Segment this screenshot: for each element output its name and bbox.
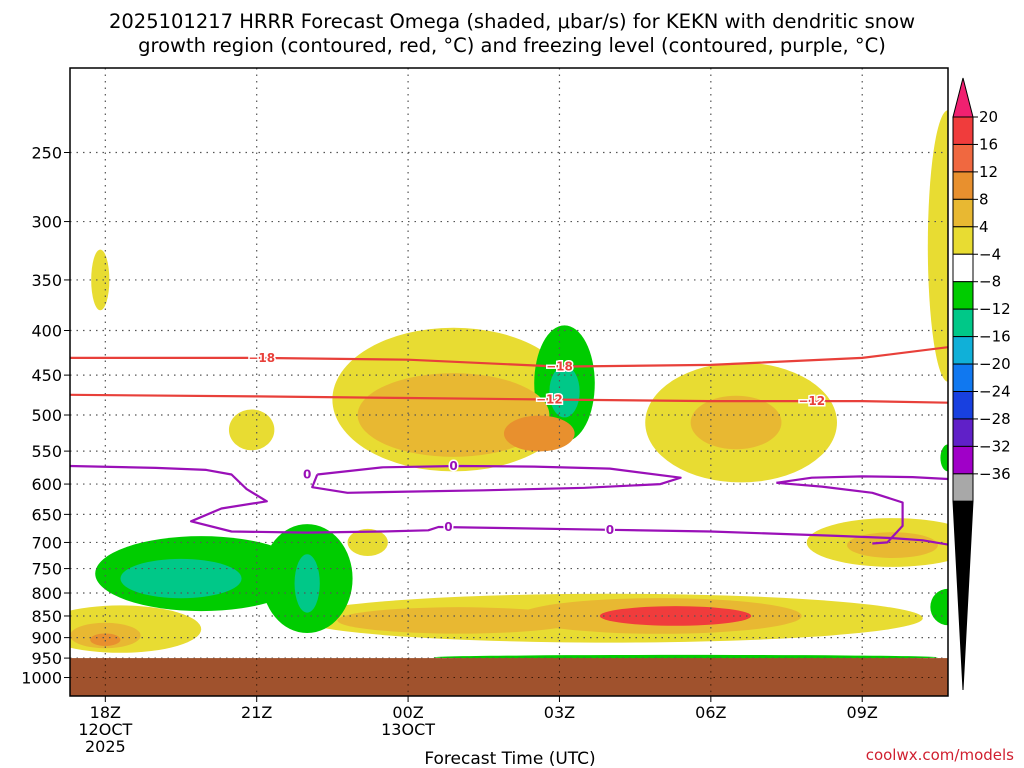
colorbar-segment [952,473,974,502]
contour-label: 0 [303,467,311,481]
chart-title-line2: growth region (contoured, red, °C) and f… [138,34,886,57]
contour-label: −12 [536,392,563,406]
contour-label: −12 [798,394,825,408]
omega-region-pos4 [927,110,948,382]
y-tick-label: 350 [31,271,62,290]
omega-region-pos8 [357,373,550,457]
colorbar-label: 4 [979,218,989,236]
colorbar-segment [952,418,974,447]
x-tick-label: 18Z [90,703,121,722]
colorbar: 20 16 12 8 4 −4 −8 −12 −16 −20 −24 −28 −32 −36 [952,77,1011,691]
omega-region-pos12 [90,633,121,646]
colorbar-label: 20 [979,108,998,126]
y-tick-label: 950 [31,649,62,668]
colorbar-label: −32 [979,437,1011,455]
colorbar-segment [952,391,974,420]
colorbar-segment [952,281,974,310]
y-tick-label: 900 [31,629,62,648]
plot-frame [69,67,949,697]
contour-dgz-lower [70,393,948,404]
y-tick-label: 300 [31,213,62,232]
ground-layer [70,658,948,696]
contour-label: 0 [449,459,457,473]
x-tick-label: 00Z [392,703,423,722]
colorbar-max-arrow [952,77,974,118]
colorbar-label: −24 [979,383,1011,401]
omega-region-neg8 [549,365,580,418]
y-tick-label: 400 [31,322,62,341]
colorbar-segment [952,198,974,228]
y-tick-label: 250 [31,144,62,163]
colorbar-segment [952,226,974,255]
omega-region-pos4 [347,528,388,556]
omega-region-neg8 [294,554,320,613]
colorbar-segment [952,171,974,200]
colorbar-label: 16 [979,135,998,153]
colorbar-segment [952,336,974,365]
y-tick-label: 1000 [21,669,62,688]
colorbar-label: −12 [979,300,1011,318]
colorbar-min-arrow [952,500,974,691]
colorbar-segment [952,116,974,145]
colorbar-segment [952,143,974,173]
contour-freezing-level-east-lobe [776,481,904,545]
colorbar-label: −20 [979,355,1011,373]
y-tick-label: 800 [31,584,62,603]
colorbar-label: 12 [979,163,998,181]
y-tick-label: 500 [31,406,62,425]
colorbar-segment [952,253,974,283]
colorbar-label: −36 [979,465,1011,483]
x-tick-label: 13OCT [381,720,435,739]
plot-area: −18 −18 −12 −12 0 0 0 0 [70,68,948,696]
contour-dgz-upper [70,346,948,368]
colorbar-label: −8 [979,273,1001,291]
y-tick-label: 750 [31,560,62,579]
contour-label: 0 [606,523,614,537]
x-tick-label: 21Z [241,703,272,722]
ground-surface [70,658,948,696]
omega-region-neg8 [120,558,242,599]
contour-freezing-level-loop [311,464,682,494]
y-tick-label: 850 [31,607,62,626]
colorbar-segment [952,445,974,475]
colorbar-segment [952,363,974,392]
contour-layer: −18 −18 −12 −12 0 0 0 0 [70,346,948,546]
y-tick-label: 550 [31,442,62,461]
omega-region-pos8 [337,607,580,634]
x-tick-label: 12OCT [78,720,132,739]
grid-layer [70,68,948,696]
y-tick-label: 600 [31,475,62,494]
omega-region-pos4 [228,409,275,451]
contour-label: −18 [248,351,275,365]
x-tick-label: 06Z [695,703,726,722]
omega-region-pos8 [690,395,782,450]
omega-region-pos12 [503,415,575,452]
y-tick-label: 650 [31,505,62,524]
colorbar-segment [952,308,974,338]
y-tick-label: 700 [31,533,62,552]
colorbar-label: 8 [979,190,989,208]
contour-freezing-level-east [776,475,948,484]
x-tick-label: 09Z [847,703,878,722]
y-axis: 250 300 350 400 450 500 550 600 650 700 750 800 850 9… [21,144,70,688]
colorbar-label: −16 [979,328,1011,346]
credit-text: coolwx.com/models [866,746,1014,764]
contour-label: 0 [444,520,452,534]
colorbar-label: −4 [979,245,1001,263]
x-tick-label: 03Z [544,703,575,722]
x-tick-label: 2025 [85,737,126,756]
contour-label: −18 [546,360,573,374]
chart-title-line1: 2025101217 HRRR Forecast Omega (shaded, … [109,10,915,33]
x-axis-label: Forecast Time (UTC) [424,749,595,768]
omega-shading-layer [70,110,948,660]
contour-freezing-level [70,464,948,546]
y-tick-label: 450 [31,366,62,385]
colorbar-label: −28 [979,410,1011,428]
omega-region-pos4 [91,249,110,311]
